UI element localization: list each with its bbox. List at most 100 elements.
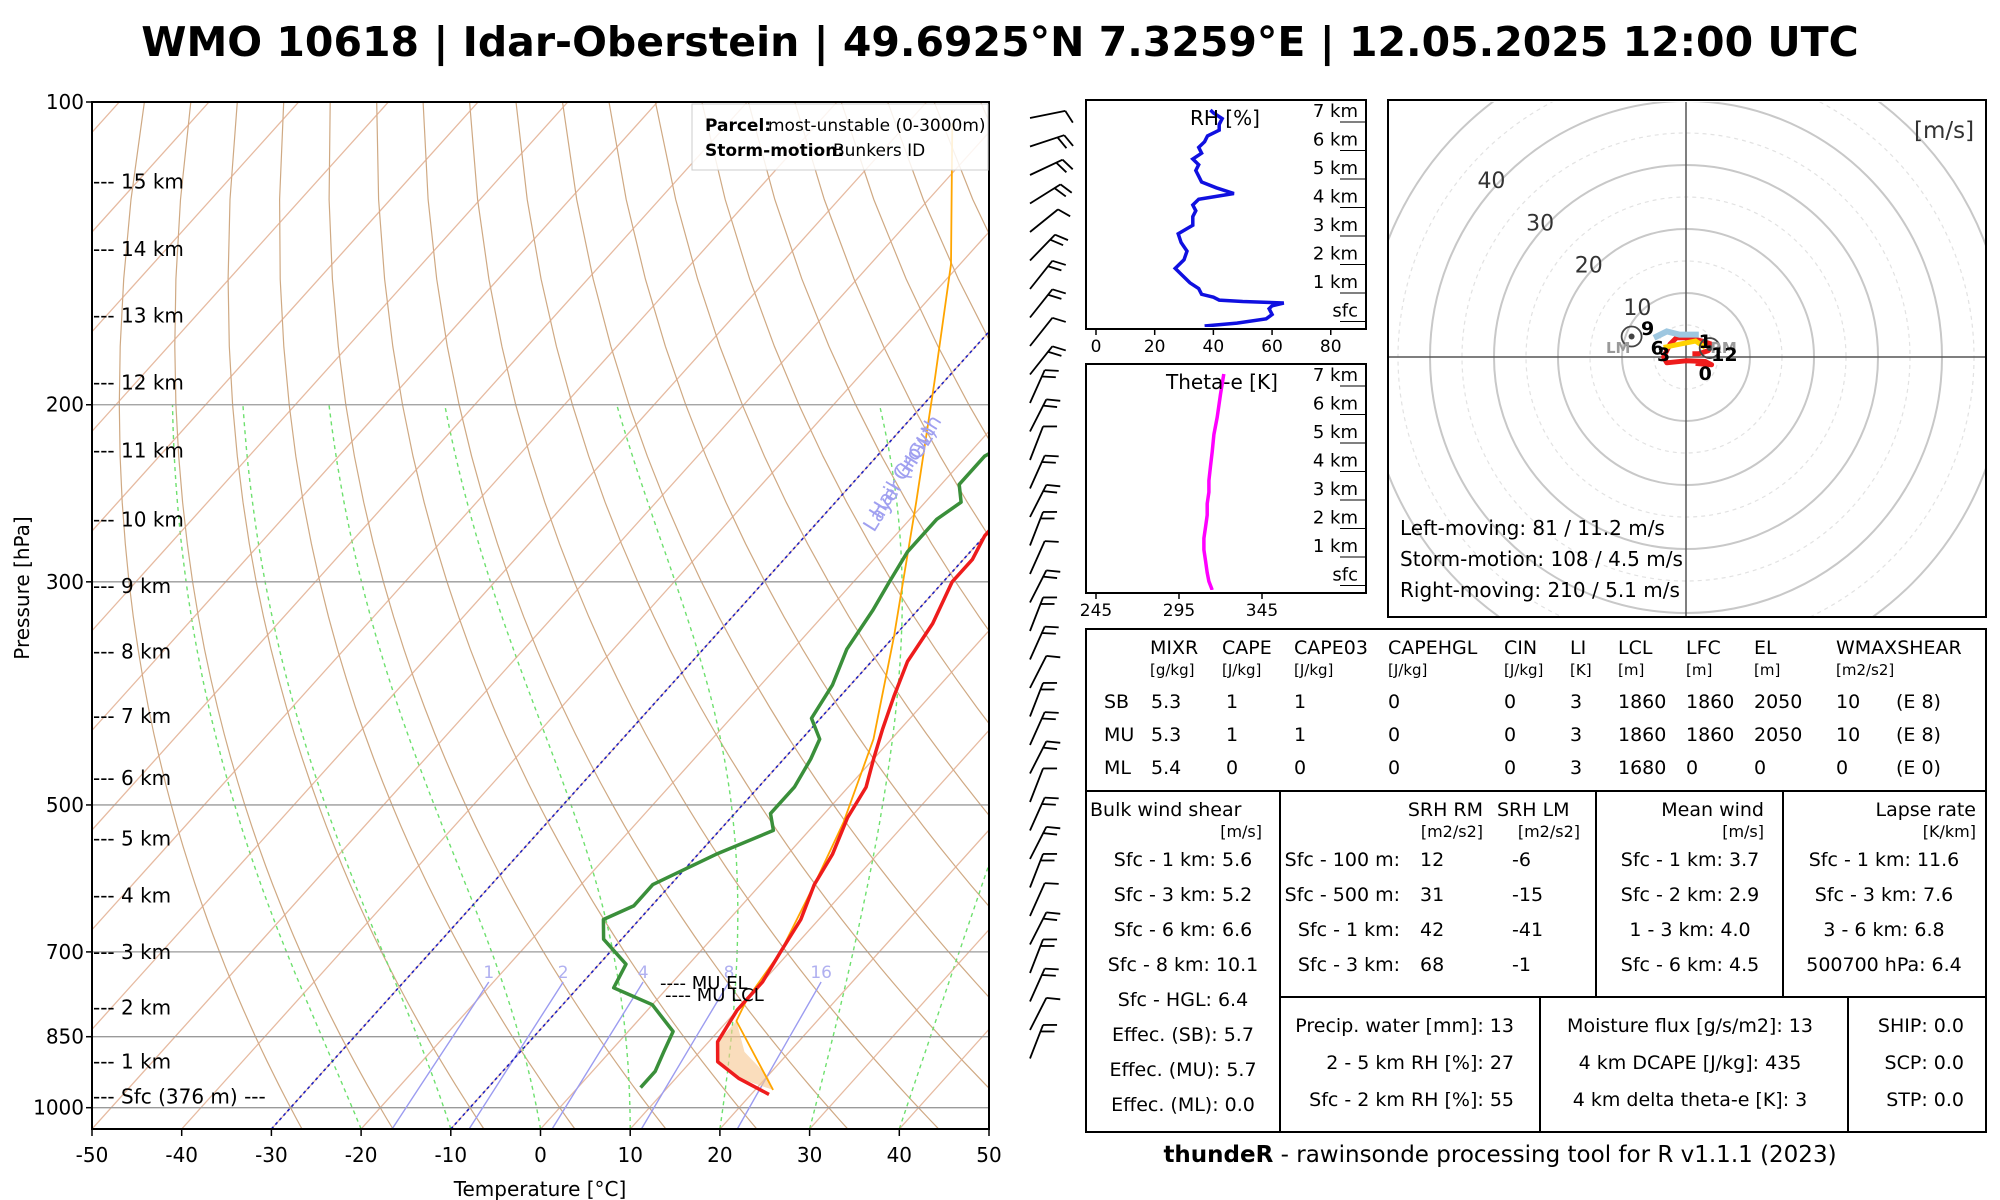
temperature-axis: -50 -40 -30 -20 -10 0 10 20 30 40 50 <box>76 1129 1002 1167</box>
wind-barb <box>1029 208 1071 233</box>
mixing-ratio-line <box>551 981 644 1129</box>
pressure-tick-label: 700 <box>46 940 84 964</box>
mixing-ratio-line <box>391 981 490 1129</box>
temperature-tick-label: 20 <box>707 1143 732 1167</box>
wind-barb <box>1029 997 1061 1031</box>
height-label: --- 5 km <box>93 827 171 851</box>
temperature-line <box>715 528 989 1096</box>
wind-barb <box>1029 796 1059 831</box>
thetae-x-axis: 245 295 345 <box>1080 593 1278 621</box>
panel-height-label: sfc <box>1332 301 1358 322</box>
skewt-background: 1 2 4 8 16 <box>92 102 989 1129</box>
param-cell: 0 <box>1686 757 1698 779</box>
block-title: Mean wind <box>1661 799 1764 821</box>
isotherm <box>92 102 479 532</box>
rh-line <box>1172 108 1285 327</box>
block-row: Sfc - 6 km: 4.5 <box>1621 954 1759 976</box>
rh-tick-label: 0 <box>1091 337 1102 357</box>
wind-barb <box>1029 826 1061 860</box>
param-cell: 1 <box>1294 691 1306 713</box>
param-unit: [m2/s2] <box>1836 661 1894 679</box>
param-unit: [J/kg] <box>1388 661 1427 679</box>
dry-adiabat <box>376 102 758 1129</box>
param-cell: 1860 <box>1686 691 1734 713</box>
srh-rm-value: 68 <box>1420 954 1444 976</box>
height-label: --- 11 km <box>93 438 184 462</box>
isotherm <box>360 430 989 1129</box>
hgl-label-2: Layer (HGL) <box>858 422 942 536</box>
hodograph-line-upper <box>1652 328 1699 341</box>
height-label: --- 10 km <box>93 507 184 531</box>
hodograph-ring-label: 10 <box>1623 296 1651 321</box>
bulk-shear-block: Bulk wind shear[m/s] Sfc - 1 km: 5.6 Sfc -… <box>1090 799 1262 1116</box>
wind-barb <box>1029 109 1074 124</box>
param-header: LFC <box>1686 637 1721 659</box>
panel-height-label: 7 km <box>1313 365 1358 386</box>
wind-barb <box>1029 1024 1058 1059</box>
isotherm <box>92 102 838 931</box>
param-cell: SB <box>1104 691 1129 713</box>
pressure-tick-label: 100 <box>46 90 84 114</box>
temperature-tick-label: -20 <box>345 1143 378 1167</box>
temperature-tick-label: 40 <box>887 1143 912 1167</box>
block-row: Sfc - 1 km: 11.6 <box>1809 849 1960 871</box>
moisture-row: 2 - 5 km RH [%]: 27 <box>1326 1052 1514 1074</box>
wind-barb <box>1029 740 1061 774</box>
panel-height-label: 7 km <box>1313 101 1358 122</box>
param-cell: 2050 <box>1754 691 1802 713</box>
srh-row-label: Sfc - 100 m: <box>1285 849 1400 871</box>
param-cell: 0 <box>1504 724 1516 746</box>
param-header: CAPE <box>1222 637 1272 659</box>
thetae-title: Theta-e [K] <box>1165 370 1278 394</box>
flux-row: 4 km delta theta-e [K]: 3 <box>1573 1089 1808 1111</box>
param-cell: 0 <box>1388 691 1400 713</box>
mu-el-label: ---- MU EL <box>660 973 748 994</box>
param-cell: 1 <box>1294 724 1306 746</box>
srh-rm-value: 12 <box>1420 849 1444 871</box>
parcel-value: most-unstable (0-3000m) <box>768 116 986 136</box>
wind-barb <box>1029 596 1058 632</box>
hodograph-level-label: 3 <box>1657 344 1670 366</box>
dry-adiabat <box>422 102 849 1129</box>
param-cell: 10 <box>1836 724 1860 746</box>
wind-barb <box>1029 682 1058 717</box>
param-header: CAPE03 <box>1294 637 1368 659</box>
rh-frame <box>1085 99 1367 330</box>
param-cell: (E 8) <box>1896 724 1941 746</box>
parcel-info-box <box>691 103 989 171</box>
storm-motion-value: Bunkers ID <box>833 141 925 161</box>
block-row: 3 - 6 km: 6.8 <box>1823 919 1944 941</box>
mixing-ratio-label: 16 <box>810 963 832 983</box>
isotherm <box>92 102 658 732</box>
hodograph-level-label: 6 <box>1651 337 1664 359</box>
param-unit: [m] <box>1618 661 1644 679</box>
panel-height-label: 4 km <box>1313 451 1358 472</box>
height-label: --- 8 km <box>93 640 171 664</box>
isotherm <box>809 928 989 1129</box>
isotherm <box>92 131 989 1129</box>
skewt-x-label: Temperature [°C] <box>453 1177 627 1200</box>
param-cell: (E 0) <box>1896 757 1941 779</box>
block-row: Sfc - 2 km: 2.9 <box>1621 884 1759 906</box>
footer-name: thundeR <box>1163 1142 1274 1168</box>
right-moving-text: Right-moving: 210 / 5.1 m/s <box>1400 578 1680 602</box>
param-unit: [m] <box>1686 661 1712 679</box>
moisture-row: Precip. water [mm]: 13 <box>1295 1015 1514 1037</box>
mixing-ratio-label: 4 <box>638 963 649 983</box>
param-unit: [m] <box>1754 661 1780 679</box>
rh-tick-label: 40 <box>1203 337 1225 357</box>
panel-height-label: 2 km <box>1313 244 1358 265</box>
dewpoint-line <box>601 451 989 1089</box>
block-row: 500700 hPa: 6.4 <box>1806 954 1962 976</box>
hodograph-level-label: 1 <box>1699 331 1712 353</box>
pressure-tick-label: 850 <box>46 1025 84 1049</box>
temperature-tick-label: 10 <box>617 1143 642 1167</box>
wind-barb <box>1029 853 1058 888</box>
wind-barb <box>1029 655 1061 689</box>
dry-adiabat <box>654 102 989 817</box>
isotherm <box>92 102 748 831</box>
height-label: --- 3 km <box>93 940 171 964</box>
param-cell: 3 <box>1570 724 1582 746</box>
srh-lm-title: SRH LM <box>1497 799 1570 821</box>
wind-barb <box>1029 259 1067 290</box>
